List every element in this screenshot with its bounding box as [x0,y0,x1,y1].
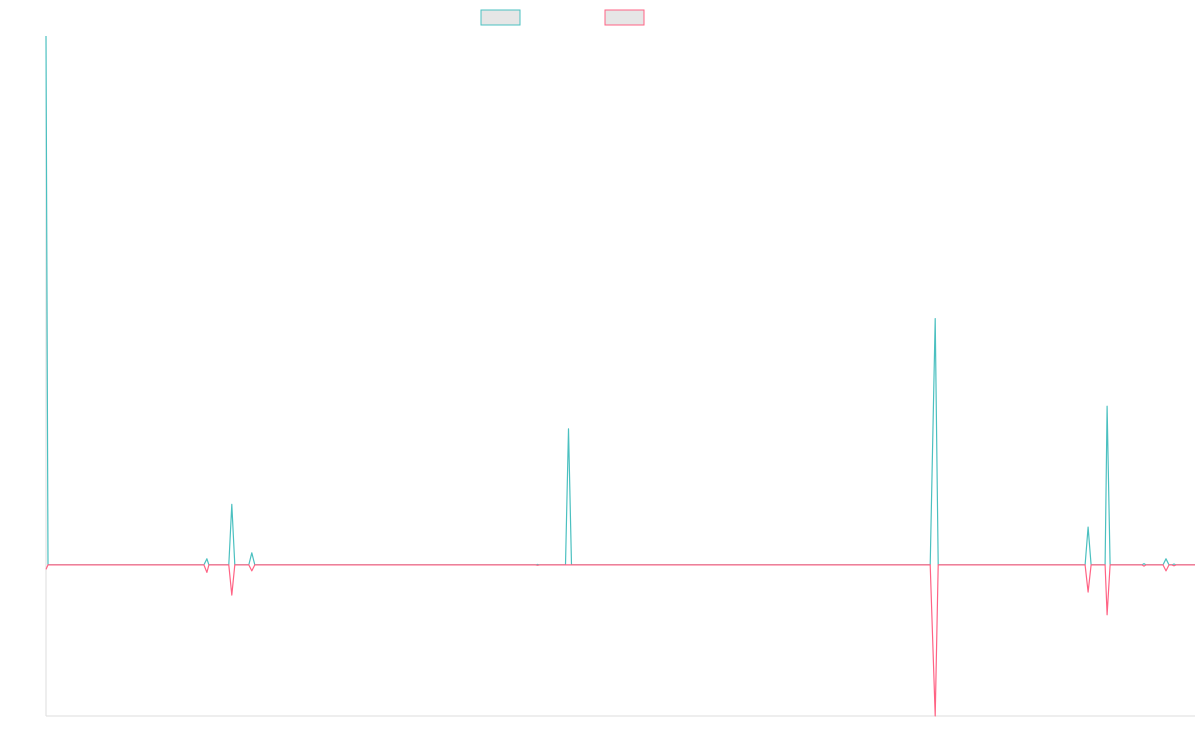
axes [45,36,1195,717]
plot-area [45,35,1195,717]
series-line-2 [45,564,1195,717]
legend[interactable] [480,9,645,26]
legend-swatch-1[interactable] [480,9,521,26]
series-line-1 [45,35,1195,566]
legend-swatch-2[interactable] [604,9,645,26]
